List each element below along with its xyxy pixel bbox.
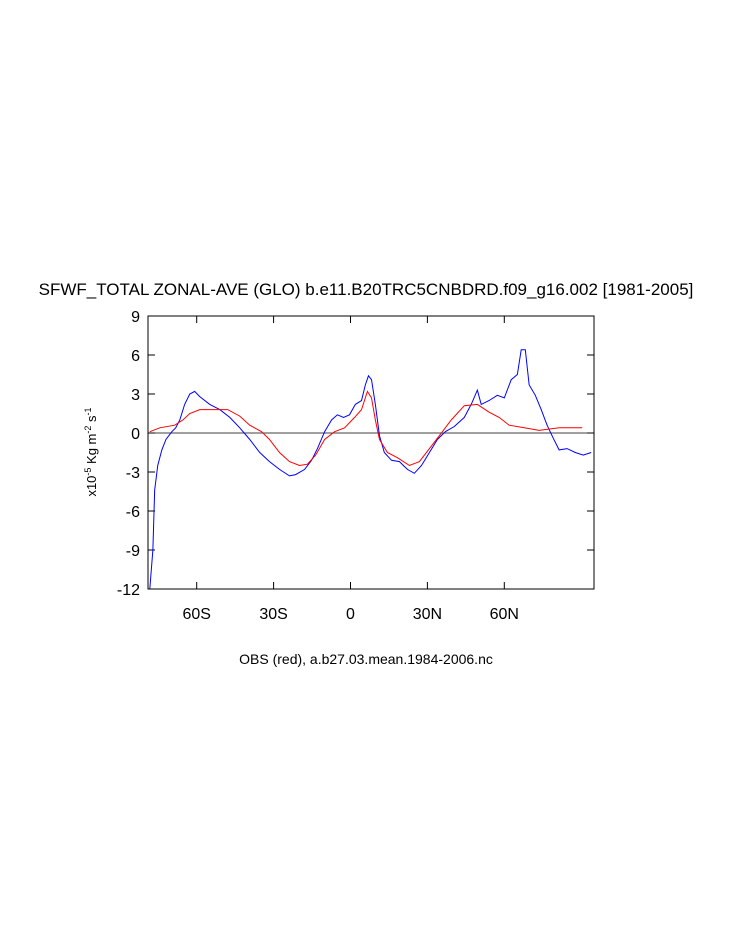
y-tick-label: -6 (126, 504, 140, 521)
y-label-sup: -1 (83, 407, 93, 415)
x-tick-label: 60N (490, 606, 519, 623)
x-tick-label: 60S (182, 606, 210, 623)
y-label-sup: -2 (83, 426, 93, 434)
y-tick-label: 0 (131, 426, 140, 443)
x-tick-label: 30N (413, 606, 442, 623)
y-axis-label: x10-5 Kg m-2 s-1 (83, 407, 99, 496)
chart-title: SFWF_TOTAL ZONAL-AVE (GLO) b.e11.B20TRC5… (39, 280, 694, 299)
plot-frame (147, 315, 595, 590)
y-tick-label: 6 (131, 348, 140, 365)
y-tick-label: -3 (126, 465, 140, 482)
x-tick-label: 0 (346, 606, 355, 623)
data-line (149, 390, 583, 467)
y-label-sup: -5 (83, 468, 93, 476)
x-axis-label: OBS (red), a.b27.03.mean.1984-2006.nc (239, 651, 493, 667)
y-label-part: s (84, 415, 99, 426)
y-tick-label: 9 (131, 309, 140, 326)
y-tick-label: -9 (126, 543, 140, 560)
y-label-part: x10 (84, 476, 99, 497)
x-tick-label: 30S (259, 606, 287, 623)
y-label-part: Kg m (84, 434, 99, 468)
y-tick-label: 3 (131, 387, 140, 404)
y-tick-label: -12 (117, 582, 140, 599)
data-line (149, 349, 592, 589)
